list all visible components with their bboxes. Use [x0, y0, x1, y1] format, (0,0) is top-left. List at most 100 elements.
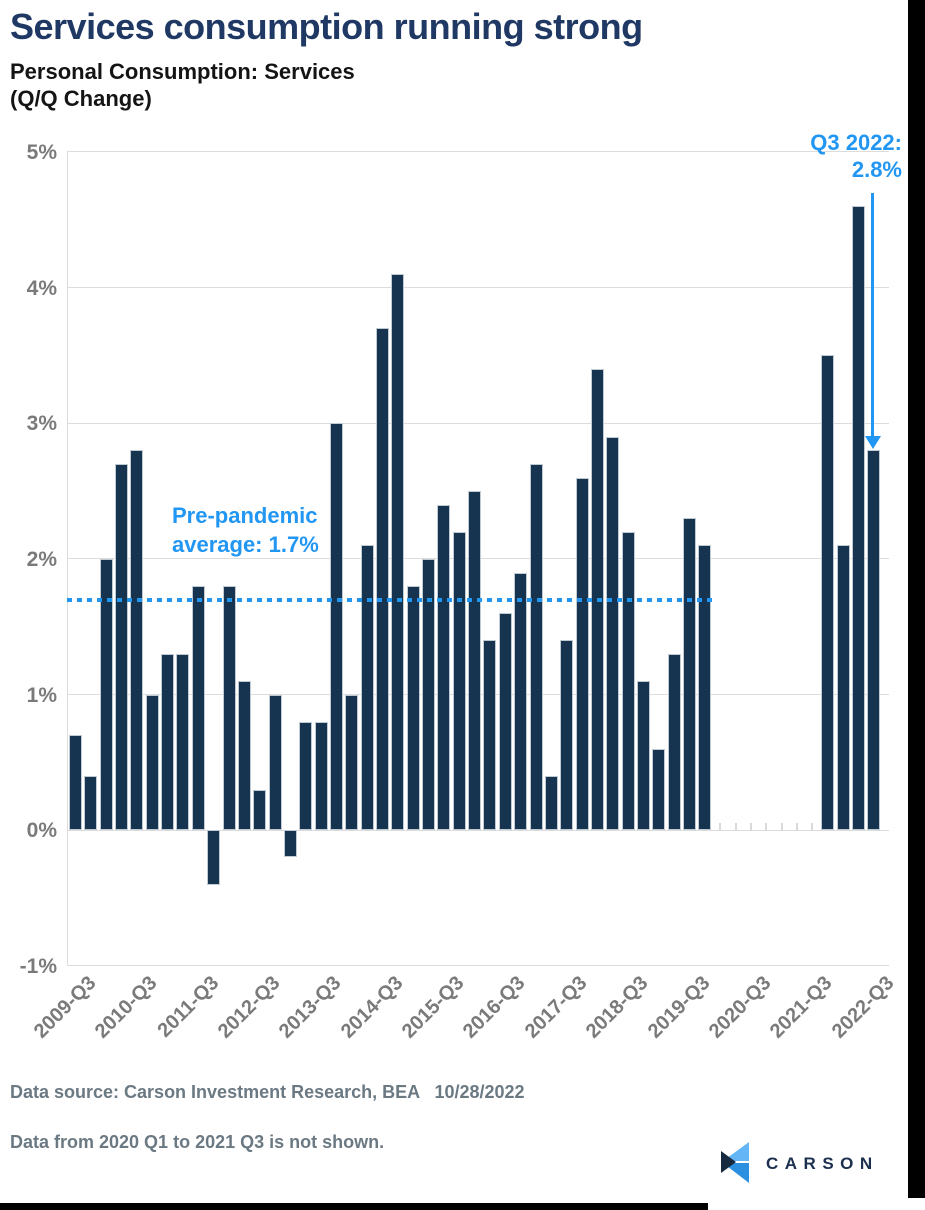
bar-2014-Q1: [345, 694, 359, 831]
bar-2022-Q3: [867, 450, 881, 831]
bar-2010-Q4: [145, 694, 159, 831]
q3-2022-annotation-line2: 2.8%: [851, 157, 902, 182]
q3-2022-annotation: Q3 2022: 2.8%: [810, 129, 902, 183]
x-axis-tick-label: 2010-Q3: [90, 972, 162, 1043]
x-axis-tick-label: 2018-Q3: [582, 972, 653, 1043]
chart-subtitle-line1: Personal Consumption: Services: [10, 59, 355, 84]
bar-2019-Q3: [683, 518, 696, 831]
x-axis-tick-label: 2014-Q3: [336, 972, 408, 1043]
annotation-arrow-head-icon: [865, 436, 881, 449]
bar-2022-Q1: [836, 545, 850, 831]
bar-2013-Q2: [299, 721, 313, 831]
bar-2016-Q2: [483, 640, 497, 831]
gridline-4%: [67, 287, 889, 289]
x-axis-tick-label: 2016-Q3: [459, 972, 530, 1043]
bar-2017-Q2: [544, 776, 558, 831]
hidden-quarter-tick: [765, 823, 768, 831]
bar-2015-Q2: [422, 558, 436, 831]
bar-2016-Q1: [468, 491, 482, 831]
hidden-quarter-tick: [780, 823, 783, 831]
bar-2019-Q4: [698, 545, 712, 831]
data-source-text: Data source: Carson Investment Research,…: [10, 1082, 525, 1102]
gridline--1%: [67, 965, 889, 967]
bar-2013-Q4: [329, 423, 343, 831]
x-axis-tick-label: 2012-Q3: [213, 972, 285, 1043]
bar-2011-Q2: [176, 653, 190, 831]
bar-2010-Q2: [115, 464, 129, 831]
screen-edge-artifact-right: [908, 0, 925, 1198]
y-axis-tick-label: 3%: [26, 412, 57, 436]
carson-logo-text: CARSON: [766, 1154, 879, 1173]
x-axis-tick-label: 2019-Q3: [643, 972, 715, 1043]
q3-2022-annotation-line1: Q3 2022:: [810, 130, 902, 155]
bar-2009-Q4: [84, 776, 98, 831]
bar-2018-Q3: [621, 531, 635, 831]
bar-2018-Q2: [606, 436, 620, 831]
x-axis-tick-label: 2020-Q3: [704, 972, 776, 1043]
hidden-quarter-tick: [719, 823, 722, 831]
carson-logo: CARSON: [720, 1141, 879, 1184]
bar-2011-Q1: [161, 653, 175, 831]
gridline-0%: [67, 829, 889, 831]
bar-2017-Q4: [575, 477, 589, 831]
x-axis-tick-label: 2009-Q3: [29, 972, 101, 1043]
bar-2019-Q1: [652, 748, 666, 831]
chart-subtitle: Personal Consumption: Services (Q/Q Chan…: [10, 58, 355, 112]
bar-2011-Q4: [207, 830, 221, 885]
bar-2012-Q3: [253, 789, 267, 831]
hidden-quarter-tick: [734, 823, 737, 831]
bar-2016-Q3: [498, 613, 512, 831]
y-axis-tick-label: -1%: [19, 954, 57, 978]
chart-subtitle-line2: (Q/Q Change): [10, 86, 152, 111]
y-axis-tick-label: 1%: [26, 683, 57, 707]
pre-pandemic-average-line: [67, 597, 712, 602]
x-axis-tick-label: 2011-Q3: [153, 972, 223, 1042]
bar-2017-Q1: [529, 464, 543, 831]
bar-2011-Q3: [191, 586, 205, 831]
bar-2013-Q1: [283, 830, 297, 858]
bar-2018-Q4: [636, 681, 650, 831]
y-axis-tick-label: 5%: [26, 140, 57, 164]
bar-2014-Q2: [360, 545, 374, 831]
bar-2010-Q1: [99, 558, 113, 831]
screen-edge-artifact-bottom: [0, 1203, 708, 1210]
bar-2014-Q4: [391, 274, 405, 831]
bar-2015-Q4: [452, 531, 466, 831]
bar-2012-Q1: [222, 586, 236, 831]
bar-2019-Q2: [667, 653, 681, 831]
hidden-data-note-text: Data from 2020 Q1 to 2021 Q3 is not show…: [10, 1132, 385, 1152]
bar-2022-Q2: [851, 206, 865, 831]
bar-2015-Q1: [406, 586, 420, 831]
bar-2014-Q3: [376, 328, 389, 831]
y-axis-tick-label: 2%: [26, 547, 57, 571]
pre-pandemic-average-label-line1: Pre-pandemic: [172, 503, 318, 528]
bar-2015-Q3: [437, 504, 451, 831]
pre-pandemic-average-label: Pre-pandemic average: 1.7%: [172, 501, 319, 559]
annotation-arrow-line: [871, 193, 874, 436]
hidden-quarter-tick: [795, 823, 798, 831]
bar-2010-Q3: [130, 450, 144, 831]
hidden-quarter-tick: [749, 823, 752, 831]
y-axis-tick-label: 4%: [26, 276, 57, 300]
x-axis-tick-label: 2013-Q3: [275, 972, 346, 1043]
gridline-3%: [67, 422, 889, 424]
x-axis-tick-label: 2017-Q3: [520, 972, 592, 1043]
x-axis-tick-label: 2021-Q3: [766, 972, 837, 1043]
bar-2021-Q4: [821, 355, 835, 831]
bar-2012-Q2: [237, 681, 251, 831]
carson-logo-icon: [721, 1142, 749, 1183]
y-axis-line: [67, 152, 68, 966]
pre-pandemic-average-label-line2: average: 1.7%: [172, 532, 319, 557]
gridline-5%: [67, 151, 889, 153]
bar-2016-Q4: [514, 572, 528, 831]
page-title: Services consumption running strong: [10, 6, 643, 47]
x-axis-tick-label: 2022-Q3: [827, 972, 899, 1043]
hidden-quarter-tick: [811, 823, 814, 831]
bar-2012-Q4: [268, 694, 282, 831]
bar-2017-Q3: [560, 640, 574, 831]
bar-2009-Q3: [69, 735, 82, 831]
y-axis-tick-label: 0%: [26, 819, 57, 843]
bar-2013-Q3: [314, 721, 328, 831]
